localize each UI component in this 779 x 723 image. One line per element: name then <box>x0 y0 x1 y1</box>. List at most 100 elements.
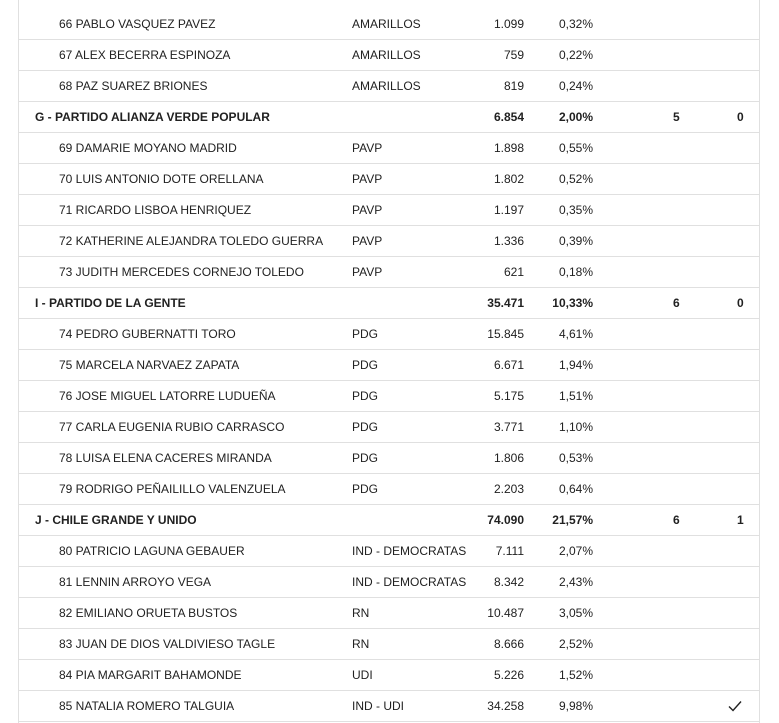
name: 82 EMILIANO ORUETA BUSTOS <box>59 605 238 620</box>
pact: IND - DEMOCRATAS <box>352 543 467 558</box>
votes: 2.203 <box>493 481 524 496</box>
name: I - PARTIDO DE LA GENTE <box>35 295 186 310</box>
percent: 21,57% <box>552 512 593 527</box>
name: J - CHILE GRANDE Y UNIDO <box>35 512 197 527</box>
percent: 1,94% <box>558 357 593 372</box>
votes: 10.487 <box>487 605 524 620</box>
votes: 1.898 <box>493 140 524 155</box>
pact: AMARILLOS <box>352 47 421 62</box>
percent: 2,52% <box>558 636 593 651</box>
pact: PDG <box>352 450 379 465</box>
candidate-row: 79 RODRIGO PEÑAILILLO VALENZUELA PDG 2.203… <box>19 474 760 505</box>
name: G - PARTIDO ALIANZA VERDE POPULAR <box>35 109 270 124</box>
name: 67 ALEX BECERRA ESPINOZA <box>59 47 231 62</box>
candidate-row: 71 RICARDO LISBOA HENRIQUEZ PAVP 1.197 0,35… <box>19 195 760 226</box>
name: 74 PEDRO GUBERNATTI TORO <box>59 326 236 341</box>
candidate-row: 73 JUDITH MERCEDES CORNEJO TOLEDO PAVP 621… <box>19 257 760 288</box>
pact: PAVP <box>352 233 383 248</box>
percent: 1,52% <box>558 667 593 682</box>
votes: 8.666 <box>493 636 524 651</box>
pact: RN <box>352 636 370 651</box>
votes: 15.845 <box>487 326 524 341</box>
candidates-count: 6 <box>673 295 680 310</box>
name: 84 PIA MARGARIT BAHAMONDE <box>59 667 242 682</box>
percent: 10,33% <box>552 295 593 310</box>
name: 83 JUAN DE DIOS VALDIVIESO TAGLE <box>59 636 276 651</box>
results-table: 66 PABLO VASQUEZ PAVEZ AMARILLOS 1.099 0,32… <box>18 0 760 723</box>
candidate-row: 78 LUISA ELENA CACERES MIRANDA PDG 1.806 0,… <box>19 443 760 474</box>
percent: 4,61% <box>558 326 593 341</box>
candidate-row: 69 DAMARIE MOYANO MADRID PAVP 1.898 0,55% <box>19 133 760 164</box>
name: 71 RICARDO LISBOA HENRIQUEZ <box>59 202 252 217</box>
pact: AMARILLOS <box>352 16 421 31</box>
pact: PDG <box>352 481 379 496</box>
name: 73 JUDITH MERCEDES CORNEJO TOLEDO <box>59 264 304 279</box>
name: 75 MARCELA NARVAEZ ZAPATA <box>59 357 240 372</box>
percent: 0,35% <box>558 202 593 217</box>
percent: 0,39% <box>558 233 593 248</box>
name: 70 LUIS ANTONIO DOTE ORELLANA <box>59 171 264 186</box>
pact: RN <box>352 605 370 620</box>
pact: AMARILLOS <box>352 78 421 93</box>
votes: 759 <box>503 47 524 62</box>
votes: 7.111 <box>495 543 524 558</box>
party-row: I - PARTIDO DE LA GENTE 35.471 10,33% 6 0 <box>19 288 760 319</box>
candidate-row: 66 PABLO VASQUEZ PAVEZ AMARILLOS 1.099 0,32… <box>19 9 760 40</box>
pact: PDG <box>352 388 379 403</box>
name: 76 JOSE MIGUEL LATORRE LUDUEÑA <box>59 388 276 403</box>
votes: 74.090 <box>487 512 524 527</box>
percent: 1,10% <box>558 419 593 434</box>
votes: 1.197 <box>493 202 524 217</box>
pact: PAVP <box>352 140 383 155</box>
candidate-row: 77 CARLA EUGENIA RUBIO CARRASCO PDG 3.771 1… <box>19 412 760 443</box>
name: 81 LENNIN ARROYO VEGA <box>59 574 212 589</box>
pact: IND - DEMOCRATAS <box>352 574 467 589</box>
pact: PAVP <box>352 202 383 217</box>
name: 79 RODRIGO PEÑAILILLO VALENZUELA <box>59 481 286 496</box>
percent: 0,22% <box>558 47 593 62</box>
candidate-row: 74 PEDRO GUBERNATTI TORO PDG 15.845 4,61% <box>19 319 760 350</box>
percent: 3,05% <box>558 605 593 620</box>
name: 80 PATRICIO LAGUNA GEBAUER <box>59 543 245 558</box>
name: 77 CARLA EUGENIA RUBIO CARRASCO <box>59 419 285 434</box>
candidate-row: 70 LUIS ANTONIO DOTE ORELLANA PAVP 1.802 0,… <box>19 164 760 195</box>
percent: 2,07% <box>558 543 593 558</box>
votes: 5.175 <box>493 388 524 403</box>
check-icon <box>728 700 742 712</box>
pact: PDG <box>352 326 379 341</box>
percent: 1,51% <box>558 388 593 403</box>
candidate-row: 83 JUAN DE DIOS VALDIVIESO TAGLE RN 8.666 2… <box>19 629 760 660</box>
percent: 2,00% <box>558 109 593 124</box>
votes: 35.471 <box>487 295 524 310</box>
candidate-row: 85 NATALIA ROMERO TALGUIA IND - UDI 34.258… <box>19 691 760 722</box>
candidate-row: 82 EMILIANO ORUETA BUSTOS RN 10.487 3,05% <box>19 598 760 629</box>
name: 78 LUISA ELENA CACERES MIRANDA <box>59 450 272 465</box>
candidate-row: 76 JOSE MIGUEL LATORRE LUDUEÑA PDG 5.175 1,… <box>19 381 760 412</box>
percent: 9,98% <box>558 698 593 713</box>
elected-count: 0 <box>737 109 744 124</box>
percent: 0,64% <box>558 481 593 496</box>
elected-check <box>728 700 742 712</box>
votes: 34.258 <box>487 698 524 713</box>
percent: 0,24% <box>558 78 593 93</box>
elected-count: 1 <box>737 512 744 527</box>
votes: 621 <box>503 264 524 279</box>
candidate-row: 80 PATRICIO LAGUNA GEBAUER IND - DEMOCRAT… <box>19 536 760 567</box>
pact: PAVP <box>352 264 383 279</box>
votes: 1.806 <box>493 450 524 465</box>
candidate-row: 75 MARCELA NARVAEZ ZAPATA PDG 6.671 1,94% <box>19 350 760 381</box>
pact: PDG <box>352 419 379 434</box>
pact: UDI <box>352 667 373 682</box>
party-row: J - CHILE GRANDE Y UNIDO 74.090 21,57% 6 1 <box>19 505 760 536</box>
votes: 1.099 <box>493 16 524 31</box>
percent: 0,55% <box>558 140 593 155</box>
pact: PDG <box>352 357 379 372</box>
name: 68 PAZ SUAREZ BRIONES <box>59 78 208 93</box>
votes: 1.802 <box>493 171 524 186</box>
candidates-count: 6 <box>673 512 680 527</box>
votes: 819 <box>503 78 524 93</box>
pact: PAVP <box>352 171 383 186</box>
name: 85 NATALIA ROMERO TALGUIA <box>59 698 235 713</box>
votes: 8.342 <box>493 574 524 589</box>
